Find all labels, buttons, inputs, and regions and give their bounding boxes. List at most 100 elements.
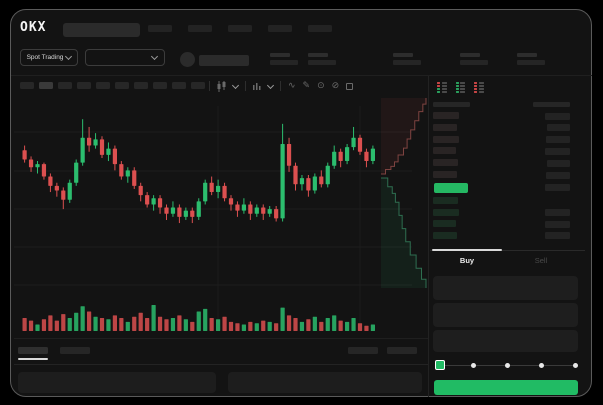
stat-block xyxy=(460,53,490,66)
market-type-label: Spot Trading xyxy=(26,54,64,61)
coin-icon xyxy=(180,52,195,67)
timeframe-button[interactable] xyxy=(96,82,110,89)
draw-tool-icon[interactable]: ✎ xyxy=(302,81,311,91)
depth-chart xyxy=(381,98,427,288)
ask-price-placeholder[interactable] xyxy=(433,135,459,143)
chevron-down-icon xyxy=(65,52,73,61)
combined-book-icon[interactable] xyxy=(437,82,447,93)
stat-label-placeholder xyxy=(460,53,480,57)
bottom-tab-orders[interactable] xyxy=(18,347,48,354)
candle-style-icon[interactable] xyxy=(217,80,226,92)
bid-price-placeholder[interactable] xyxy=(433,231,457,239)
ask-price-placeholder[interactable] xyxy=(433,123,457,131)
ask-price-placeholder[interactable] xyxy=(433,147,456,155)
active-tab-indicator xyxy=(432,249,502,251)
stat-block xyxy=(393,53,423,66)
bid-price-placeholder[interactable] xyxy=(433,197,458,204)
timeframe-button[interactable] xyxy=(134,82,148,89)
stat-block xyxy=(308,53,338,66)
pair-name-placeholder[interactable] xyxy=(199,55,249,66)
indicator-icon[interactable] xyxy=(253,82,261,90)
buy-submit-button[interactable] xyxy=(434,380,578,395)
chevron-down-icon[interactable] xyxy=(266,81,275,89)
stat-value-placeholder xyxy=(460,60,488,65)
pair-selector-dropdown[interactable] xyxy=(85,49,165,66)
ask-amount-placeholder xyxy=(545,112,570,120)
slider-stop[interactable] xyxy=(471,363,476,368)
bottom-link-1[interactable] xyxy=(348,347,378,354)
ask-amount-placeholder xyxy=(546,136,570,144)
slider-stop[interactable] xyxy=(573,363,578,368)
stat-value-placeholder xyxy=(308,60,336,65)
slider-stop[interactable] xyxy=(505,363,510,368)
screenshot-tool-icon[interactable]: ⊙ xyxy=(317,81,325,91)
chart-tools: ∿ ✎ ⊙ ⊘ xyxy=(209,80,354,92)
timeframe-button[interactable] xyxy=(172,82,186,89)
timeframe-button[interactable] xyxy=(58,82,72,89)
ask-price-placeholder[interactable] xyxy=(433,112,459,119)
stat-value-placeholder xyxy=(393,60,421,65)
positions-panel-placeholder xyxy=(228,372,422,393)
bid-price-placeholder[interactable] xyxy=(433,220,456,227)
nav-item[interactable] xyxy=(308,25,332,32)
search-bar[interactable] xyxy=(63,23,140,37)
order-price-field[interactable] xyxy=(433,276,578,300)
slider-stop[interactable] xyxy=(539,363,544,368)
stat-block xyxy=(517,53,547,66)
stat-value-placeholder xyxy=(270,60,298,65)
last-price-amount xyxy=(545,184,570,191)
timeframe-buttons xyxy=(20,82,205,89)
bottom-tab-history[interactable] xyxy=(60,347,90,354)
chevron-down-icon[interactable] xyxy=(231,81,240,89)
bids-book-icon[interactable] xyxy=(455,82,465,93)
orderbook-view-switcher xyxy=(437,82,484,93)
fullscreen-icon[interactable] xyxy=(346,83,354,90)
timeframe-button[interactable] xyxy=(191,82,205,89)
divider xyxy=(245,81,246,91)
asks-book-icon[interactable] xyxy=(474,82,484,93)
ask-amount-placeholder xyxy=(547,159,570,167)
timeframe-button[interactable] xyxy=(115,82,129,89)
timeframe-button[interactable] xyxy=(39,82,53,89)
divider xyxy=(14,338,428,339)
active-bottom-tab-indicator xyxy=(18,358,48,360)
timeframe-button[interactable] xyxy=(77,82,91,89)
divider xyxy=(280,81,281,91)
last-price-badge[interactable] xyxy=(434,183,468,193)
hide-drawings-icon[interactable]: ⊘ xyxy=(331,81,340,91)
candlestick-chart[interactable] xyxy=(14,96,428,336)
tab-sell[interactable]: Sell xyxy=(504,253,578,267)
market-type-dropdown[interactable]: Spot Trading xyxy=(20,49,78,66)
nav-item[interactable] xyxy=(268,25,292,32)
nav-item[interactable] xyxy=(188,25,212,32)
timeframe-button[interactable] xyxy=(153,82,167,89)
slider-handle[interactable] xyxy=(435,360,445,370)
ask-price-placeholder[interactable] xyxy=(433,159,458,167)
nav-item[interactable] xyxy=(228,25,252,32)
stat-label-placeholder xyxy=(393,53,413,57)
ask-amount-placeholder xyxy=(546,171,570,179)
order-amount-field[interactable] xyxy=(433,303,578,327)
orders-panel-placeholder xyxy=(18,372,216,393)
ask-price-placeholder[interactable] xyxy=(433,171,457,178)
nav-item[interactable] xyxy=(148,25,172,32)
divider xyxy=(14,364,428,365)
timeframe-button[interactable] xyxy=(20,82,34,89)
tab-buy[interactable]: Buy xyxy=(430,253,504,267)
bid-price-placeholder[interactable] xyxy=(433,208,459,216)
ask-amount-placeholder xyxy=(545,147,570,155)
divider xyxy=(11,75,592,76)
order-total-field[interactable] xyxy=(433,330,578,352)
ask-amount-placeholder xyxy=(547,124,570,132)
line-chart-tool-icon[interactable]: ∿ xyxy=(288,81,296,91)
bottom-link-2[interactable] xyxy=(387,347,417,354)
stat-block xyxy=(270,53,300,66)
bid-amount-placeholder xyxy=(545,220,570,228)
amount-slider[interactable] xyxy=(435,360,578,370)
divider xyxy=(428,76,429,397)
stat-label-placeholder xyxy=(308,53,328,57)
okx-logo[interactable]: OKX xyxy=(20,20,47,35)
book-header-price xyxy=(433,102,470,107)
bid-amount-placeholder xyxy=(545,232,570,239)
